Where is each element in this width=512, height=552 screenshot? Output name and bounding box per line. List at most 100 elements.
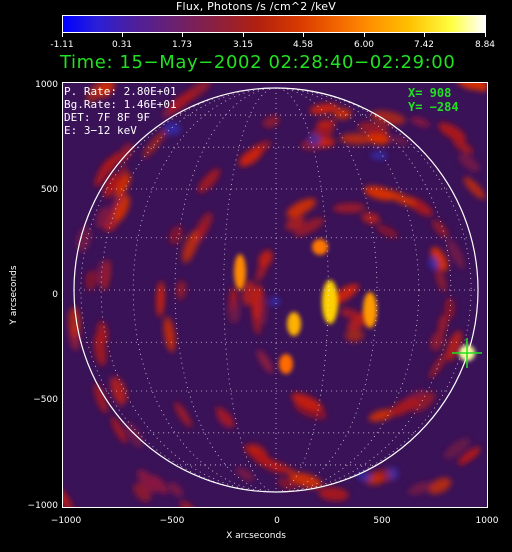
solar-limb <box>73 87 479 493</box>
flux-blob <box>255 258 269 282</box>
flux-blob <box>62 486 73 508</box>
flux-blob <box>98 82 115 98</box>
time-range-label: Time: 15−May−2002 02:28:40−02:29:00 <box>60 52 456 73</box>
flux-blob <box>215 406 235 428</box>
flux-blob <box>137 469 159 493</box>
x-tick-label: 0 <box>274 516 280 526</box>
colorbar-tick-label: 0.31 <box>111 40 133 50</box>
flux-blob <box>463 176 486 200</box>
flux-blob <box>388 135 409 145</box>
flux-blob <box>457 447 479 465</box>
flux-blob <box>376 225 398 238</box>
flux-blob <box>289 472 322 489</box>
flux-map <box>62 82 488 508</box>
flux-blob <box>384 189 417 207</box>
flux-blob <box>95 206 110 229</box>
flux-blob <box>438 314 448 334</box>
flux-blob <box>113 194 130 223</box>
flux-blob <box>452 138 473 154</box>
colorbar-tick-label: 7.42 <box>413 40 435 50</box>
flux-blob <box>444 297 456 320</box>
flux-blob <box>470 82 488 92</box>
x-tick-label: −1000 <box>50 516 82 526</box>
flux-blob-bright <box>287 312 301 336</box>
flux-blob <box>163 316 176 353</box>
flux-blob <box>438 122 466 142</box>
flux-blob <box>249 443 268 458</box>
flux-blob <box>430 331 445 351</box>
flux-blob <box>357 121 390 135</box>
flux-blob <box>93 333 107 366</box>
colorbar <box>62 15 486 33</box>
flux-blob <box>345 329 364 342</box>
flux-blob <box>368 409 395 422</box>
flux-blob <box>364 186 396 201</box>
flux-blob <box>428 256 439 270</box>
flux-blob <box>388 398 419 417</box>
flux-blob <box>428 352 448 379</box>
flux-blob-bright <box>363 292 377 328</box>
y-tick-label: 500 <box>40 185 58 195</box>
grid-line <box>100 87 452 493</box>
colorbar-tickmark <box>303 33 304 37</box>
flux-blob <box>168 225 184 245</box>
flux-blob <box>252 453 285 473</box>
cursor-y-readout: Y= −284 <box>408 100 459 114</box>
flux-blob <box>428 477 452 494</box>
colorbar-tickmark <box>62 33 63 37</box>
flux-blob <box>163 122 181 136</box>
flux-blob <box>367 131 390 145</box>
flux-blob <box>174 402 192 428</box>
flux-blob <box>411 391 436 412</box>
flux-blob <box>227 298 241 324</box>
flux-blob <box>197 168 221 193</box>
solar-image-plot[interactable] <box>62 82 488 508</box>
flux-blob <box>277 477 297 490</box>
background-rate-label: Bg.Rate: 1.46E+01 <box>64 98 177 111</box>
energy-band-label: E: 3−12 keV <box>64 124 137 137</box>
colorbar-tickmark <box>182 33 183 37</box>
flux-blob <box>293 217 325 237</box>
colorbar-tick-label: 8.84 <box>474 40 496 50</box>
flux-blob <box>182 230 199 263</box>
flux-blob <box>168 482 184 497</box>
x-tick-label: 1000 <box>475 516 499 526</box>
grid-line <box>174 87 378 493</box>
flux-blob <box>286 198 316 218</box>
colorbar-tick-label: 1.73 <box>171 40 193 50</box>
y-tick-label: 0 <box>52 290 58 300</box>
flux-blob <box>332 202 366 214</box>
colorbar-tickmark <box>364 33 365 37</box>
flux-blob <box>85 269 97 291</box>
flux-blob <box>445 330 463 362</box>
flux-blob <box>115 173 131 198</box>
flux-blob <box>111 416 127 444</box>
flux-blob <box>142 130 167 159</box>
flux-blob <box>112 165 128 190</box>
grid-line <box>132 87 420 493</box>
y-tick-label: −500 <box>33 395 58 405</box>
flux-blob-bright <box>312 239 328 255</box>
flux-blob <box>410 116 430 128</box>
flux-blob <box>370 151 388 160</box>
colorbar-tickmark <box>243 33 244 37</box>
flux-blob <box>262 115 280 128</box>
flux-blob <box>258 295 268 326</box>
flux-map-bright <box>234 239 377 374</box>
colorbar-tickmark <box>485 33 486 37</box>
flux-blob <box>175 280 187 300</box>
flux-blob <box>430 246 448 272</box>
cursor-crosshair <box>452 338 482 368</box>
flux-blob <box>156 281 165 317</box>
flux-blob <box>316 137 336 148</box>
flux-blob <box>96 260 106 285</box>
plot-frame <box>62 82 488 508</box>
x-tick-label: 500 <box>373 516 391 526</box>
flux-blob <box>76 226 92 253</box>
colorbar-title: Flux, Photons /s /cm^2 /keV <box>176 0 336 13</box>
flux-blob <box>238 148 262 167</box>
flux-blob <box>256 349 274 374</box>
colorbar-tickmark <box>122 33 123 37</box>
flux-blob <box>339 133 374 145</box>
cursor-x-readout: X= 908 <box>408 86 452 100</box>
